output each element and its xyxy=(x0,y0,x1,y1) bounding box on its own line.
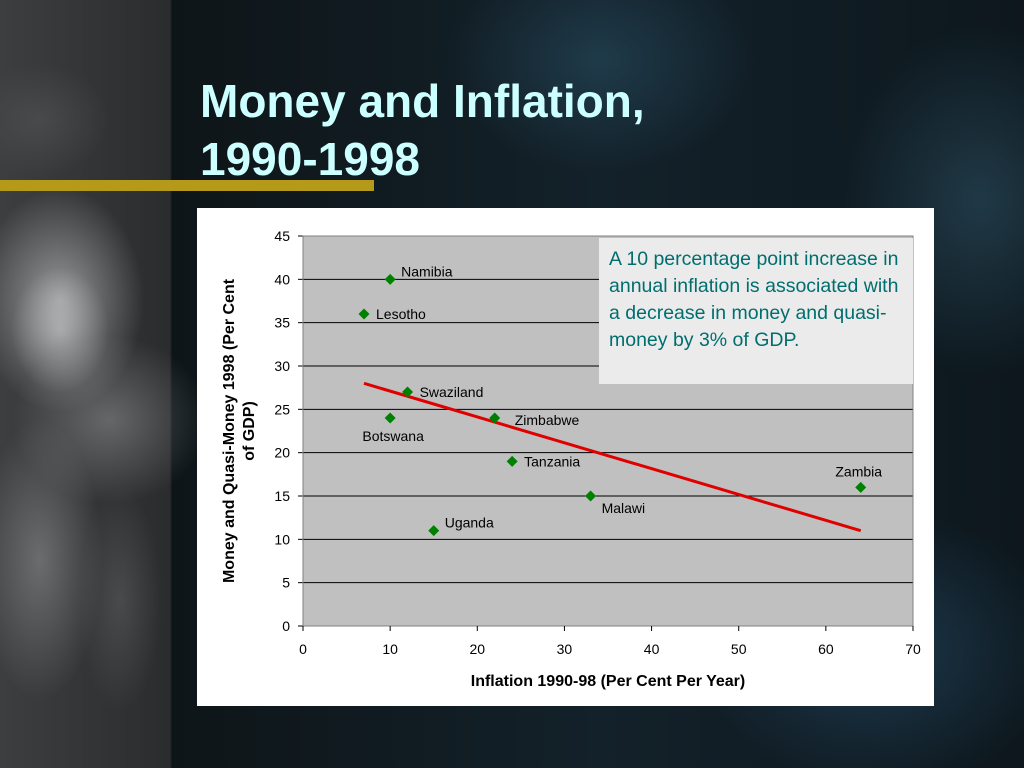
point-label: Swaziland xyxy=(420,384,484,400)
point-label: Malawi xyxy=(602,500,646,516)
x-tick-label: 30 xyxy=(557,641,573,657)
data-point-marker xyxy=(855,481,867,493)
y-tick-label: 0 xyxy=(282,618,290,634)
plot-border xyxy=(302,235,914,627)
slide-title: Money and Inflation, 1990-1998 xyxy=(200,72,900,188)
point-label: Tanzania xyxy=(524,453,580,469)
annotation-box: A 10 percentage point increase in annual… xyxy=(599,238,913,384)
y-tick-label: 5 xyxy=(282,575,290,591)
y-tick-label: 40 xyxy=(274,271,290,287)
x-tick-label: 60 xyxy=(818,641,834,657)
x-tick-label: 70 xyxy=(905,641,921,657)
point-label: Uganda xyxy=(445,515,494,531)
title-accent-bar xyxy=(0,180,374,191)
data-point-marker xyxy=(384,412,396,424)
point-label: Namibia xyxy=(401,263,453,279)
data-point-marker xyxy=(489,412,501,424)
y-axis-title-line-2: of GDP) xyxy=(241,401,258,461)
chart-panel: 0 5 10 15 20 25 30 35 40 45 0 10 20 30 40 50 60 70 Namib… xyxy=(197,208,934,706)
x-tick-label: 50 xyxy=(731,641,747,657)
slide-title-line-2: 1990-1998 xyxy=(200,133,420,185)
y-tick-label: 10 xyxy=(274,531,290,547)
data-point-marker xyxy=(506,455,518,467)
slide-title-line-1: Money and Inflation, xyxy=(200,75,645,127)
x-axis-title: Inflation 1990-98 (Per Cent Per Year) xyxy=(471,673,745,690)
decorative-left-strip xyxy=(0,0,172,768)
y-tick-label: 25 xyxy=(274,401,290,417)
data-point-marker xyxy=(585,490,597,502)
data-point-marker xyxy=(384,273,396,285)
point-label: Zimbabwe xyxy=(515,412,580,428)
y-tick-label: 30 xyxy=(274,358,290,374)
point-label: Zambia xyxy=(835,463,882,479)
y-tick-label: 15 xyxy=(274,488,290,504)
y-axis-title-line-1: Money and Quasi-Money 1998 (Per Cent xyxy=(221,278,238,583)
point-labels: Namibia Lesotho Swaziland Botswana Zimbabwe T… xyxy=(362,263,882,530)
x-tick-labels: 0 10 20 30 40 50 60 70 xyxy=(299,641,921,657)
point-label: Lesotho xyxy=(376,306,426,322)
y-tick-labels: 0 5 10 15 20 25 30 35 40 45 xyxy=(274,228,290,634)
data-point-marker xyxy=(402,386,414,398)
point-label: Botswana xyxy=(362,428,424,444)
x-tick-label: 40 xyxy=(644,641,660,657)
data-points xyxy=(358,273,867,537)
y-tick-label: 35 xyxy=(274,315,290,331)
x-tick-label: 0 xyxy=(299,641,307,657)
y-tick-label: 20 xyxy=(274,445,290,461)
x-tick-label: 10 xyxy=(382,641,398,657)
trend-line xyxy=(363,381,862,533)
data-point-marker xyxy=(358,308,370,320)
x-tick-label: 20 xyxy=(469,641,485,657)
y-tick-label: 45 xyxy=(274,228,290,244)
data-point-marker xyxy=(428,525,440,537)
annotation-text: A 10 percentage point increase in annual… xyxy=(609,248,899,351)
